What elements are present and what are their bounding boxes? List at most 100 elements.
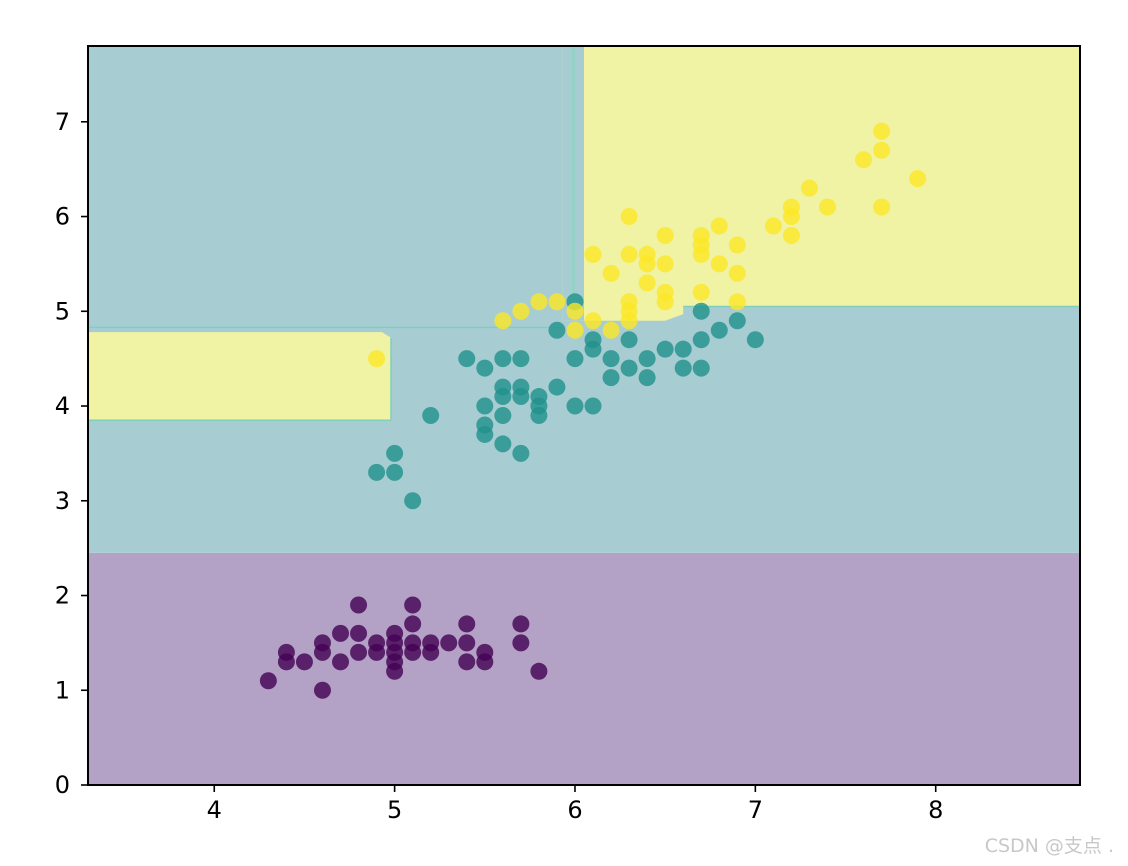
point-class-2 xyxy=(728,293,746,311)
point-class-1 xyxy=(710,321,728,339)
point-class-1 xyxy=(530,388,548,406)
point-class-0 xyxy=(332,653,350,671)
point-class-1 xyxy=(458,350,476,368)
point-class-2 xyxy=(909,170,927,188)
x-axis-ticks: 4 5 6 7 8 xyxy=(207,785,943,824)
point-class-2 xyxy=(638,274,656,292)
point-class-0 xyxy=(476,643,494,661)
point-class-0 xyxy=(313,634,331,652)
y-axis-ticks: 0 1 2 3 4 5 6 7 xyxy=(55,108,88,799)
y-tick-label: 6 xyxy=(55,203,70,231)
point-class-0 xyxy=(458,615,476,633)
point-class-2 xyxy=(656,226,674,244)
point-class-2 xyxy=(800,179,818,197)
point-class-2 xyxy=(728,264,746,282)
point-class-2 xyxy=(818,198,836,216)
y-tick-label: 2 xyxy=(55,582,70,610)
point-class-0 xyxy=(368,634,386,652)
point-class-1 xyxy=(674,359,692,377)
point-class-0 xyxy=(422,634,440,652)
point-class-2 xyxy=(873,122,891,140)
point-class-1 xyxy=(476,359,494,377)
y-tick-label: 4 xyxy=(55,392,70,420)
point-class-1 xyxy=(620,331,638,349)
point-class-1 xyxy=(674,340,692,358)
y-tick-label: 3 xyxy=(55,487,70,515)
point-class-2 xyxy=(368,350,386,368)
point-class-1 xyxy=(548,321,566,339)
point-class-2 xyxy=(656,283,674,301)
y-tick-label: 7 xyxy=(55,108,70,136)
point-class-2 xyxy=(782,198,800,216)
point-class-0 xyxy=(350,643,368,661)
point-class-2 xyxy=(494,312,512,330)
region-class-2-notch xyxy=(88,332,392,421)
point-class-2 xyxy=(548,293,566,311)
point-class-0 xyxy=(313,681,331,699)
point-class-1 xyxy=(656,340,674,358)
point-class-1 xyxy=(386,444,404,462)
point-class-1 xyxy=(746,331,764,349)
point-class-1 xyxy=(512,350,530,368)
point-class-2 xyxy=(764,217,782,235)
decision-regions xyxy=(88,46,1080,785)
x-tick-label: 8 xyxy=(928,796,943,824)
point-class-0 xyxy=(259,672,277,690)
data-points xyxy=(259,122,927,699)
point-class-2 xyxy=(692,226,710,244)
point-class-2 xyxy=(855,151,873,169)
point-class-0 xyxy=(386,624,404,642)
point-class-1 xyxy=(692,331,710,349)
point-class-1 xyxy=(368,463,386,481)
point-class-2 xyxy=(710,217,728,235)
point-class-1 xyxy=(476,416,494,434)
point-class-2 xyxy=(656,255,674,273)
point-class-2 xyxy=(620,208,638,226)
point-class-0 xyxy=(404,634,422,652)
point-class-1 xyxy=(494,378,512,396)
point-class-1 xyxy=(584,331,602,349)
point-class-2 xyxy=(602,264,620,282)
point-class-2 xyxy=(566,302,584,320)
point-class-1 xyxy=(566,350,584,368)
point-class-1 xyxy=(692,302,710,320)
point-class-2 xyxy=(873,198,891,216)
y-tick-label: 1 xyxy=(55,676,70,704)
point-class-2 xyxy=(512,302,530,320)
point-class-1 xyxy=(548,378,566,396)
point-class-2 xyxy=(638,245,656,263)
point-class-1 xyxy=(638,350,656,368)
point-class-0 xyxy=(512,615,530,633)
point-class-1 xyxy=(512,444,530,462)
point-class-2 xyxy=(530,293,548,311)
point-class-1 xyxy=(602,350,620,368)
point-class-1 xyxy=(692,359,710,377)
point-class-2 xyxy=(782,226,800,244)
x-tick-label: 7 xyxy=(748,796,763,824)
point-class-0 xyxy=(332,624,350,642)
point-class-1 xyxy=(638,369,656,387)
point-class-0 xyxy=(458,653,476,671)
point-class-1 xyxy=(494,350,512,368)
watermark: CSDN @支点 . xyxy=(984,835,1114,857)
axes-frame xyxy=(87,45,1081,786)
point-class-1 xyxy=(512,378,530,396)
point-class-1 xyxy=(494,407,512,424)
point-class-1 xyxy=(602,369,620,387)
point-class-0 xyxy=(440,634,458,652)
point-class-2 xyxy=(692,283,710,301)
point-class-1 xyxy=(620,359,638,377)
point-class-0 xyxy=(458,634,476,652)
point-class-1 xyxy=(386,463,404,481)
point-class-0 xyxy=(512,634,530,652)
point-class-2 xyxy=(873,141,891,159)
point-class-1 xyxy=(422,407,440,424)
point-class-1 xyxy=(476,397,494,415)
region-class-0 xyxy=(88,552,1080,785)
point-class-0 xyxy=(530,662,548,680)
x-tick-label: 5 xyxy=(387,796,402,824)
point-class-1 xyxy=(404,492,422,510)
x-tick-label: 6 xyxy=(567,796,582,824)
point-class-0 xyxy=(277,643,295,661)
